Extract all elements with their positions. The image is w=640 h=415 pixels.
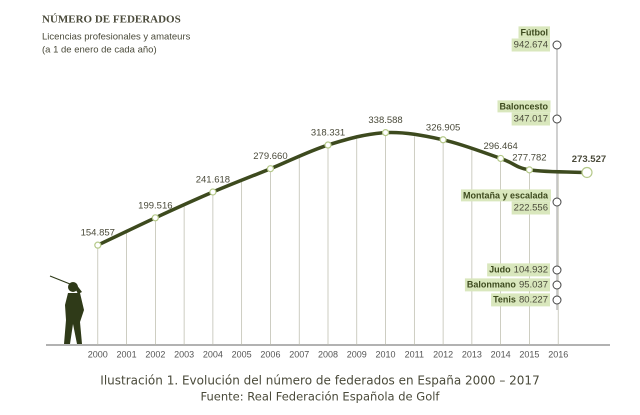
x-tick-label: 2005 (232, 349, 252, 359)
x-tick-label: 2015 (519, 349, 539, 359)
point (581, 166, 593, 179)
x-tick-label: 2003 (174, 349, 194, 359)
x-tick-label: 2007 (289, 349, 309, 359)
point (381, 129, 390, 137)
point (151, 214, 159, 222)
x-tick-label: 2000 (88, 349, 108, 359)
x-tick-label: 2002 (145, 349, 165, 359)
chart-title: NÚMERO DE FEDERADOS (42, 14, 181, 26)
comparison-value: 104.932 (514, 265, 548, 276)
value-label: 326.905 (426, 122, 460, 133)
label-box (511, 38, 550, 52)
x-tick-label: 2013 (462, 349, 482, 359)
comparison-value: 942.674 (514, 40, 548, 51)
x-tick-label: 2016 (548, 349, 568, 359)
point (266, 165, 275, 173)
x-tick-label: 2010 (376, 349, 396, 359)
comparison-value: 222.556 (514, 203, 548, 214)
caption: Ilustración 1. Evolución del número de f… (100, 374, 539, 388)
label-box (460, 189, 551, 202)
point (525, 166, 534, 174)
label-box (497, 100, 551, 113)
sport-icon (552, 197, 562, 207)
value-label: 154.857 (81, 228, 115, 239)
x-tick-label: 2004 (203, 349, 223, 359)
sport-icon (552, 280, 562, 290)
x-tick-label: 2009 (347, 349, 367, 359)
sport-icon (552, 40, 562, 50)
value-label: 199.516 (138, 200, 172, 211)
comparison-value: 95.037 (519, 280, 548, 291)
label-box (511, 201, 550, 215)
x-tick-label: 2011 (405, 349, 424, 359)
point (94, 241, 102, 249)
comparison: Fútbol 942.674 (511, 26, 562, 52)
value-label: 318.331 (311, 128, 345, 139)
comparison-name: Fútbol (521, 27, 549, 37)
comparison-value: 80.227 (519, 295, 548, 306)
value-label: 338.588 (368, 115, 402, 126)
point (209, 188, 217, 196)
plot-area: 2000 2001 2002 2003 2004 2005 2006 2007 2008 2009… (81, 26, 606, 359)
x-tick-label: 2006 (260, 349, 280, 359)
comparison: Baloncesto 347.017 (497, 100, 562, 126)
chart-subtitle: Licencias profesionales y amateurs (42, 32, 191, 43)
comparison: Montaña y escalada 222.556 (460, 189, 562, 215)
label-box (491, 293, 550, 307)
chart-note: (a 1 de enero de cada año) (42, 45, 157, 56)
source: Fuente: Real Federación Española de Golf (201, 390, 441, 404)
label-box (518, 26, 550, 39)
line (97, 130, 588, 247)
label-box (464, 278, 550, 292)
x-tick-label: 2012 (433, 349, 453, 359)
value-label: 241.618 (196, 175, 230, 186)
x-tick-label: 2008 (318, 349, 338, 359)
comparison-name: Judo (489, 264, 511, 274)
value-label: 296.464 (483, 141, 517, 152)
point (439, 136, 447, 144)
label-box (511, 112, 550, 126)
value-label: 279.660 (253, 151, 287, 162)
value-label: 273.527 (572, 154, 606, 165)
sport-icon (552, 295, 562, 305)
label-box (487, 263, 550, 277)
x-tick-label: 2001 (117, 349, 137, 359)
sport-icon (552, 114, 562, 124)
golfer-icon (49, 275, 84, 344)
point (497, 154, 505, 163)
comparison-name: Baloncesto (499, 101, 548, 111)
comparison-name: Tenis (493, 294, 516, 304)
comparison-value: 347.017 (514, 114, 548, 125)
sport-icon (552, 265, 562, 275)
value-label: 277.782 (512, 152, 546, 163)
point (324, 141, 332, 149)
comparison-name: Montaña y escalada (463, 190, 549, 200)
comparison-name: Balonmano (467, 279, 517, 289)
x-tick-label: 2014 (491, 349, 511, 359)
